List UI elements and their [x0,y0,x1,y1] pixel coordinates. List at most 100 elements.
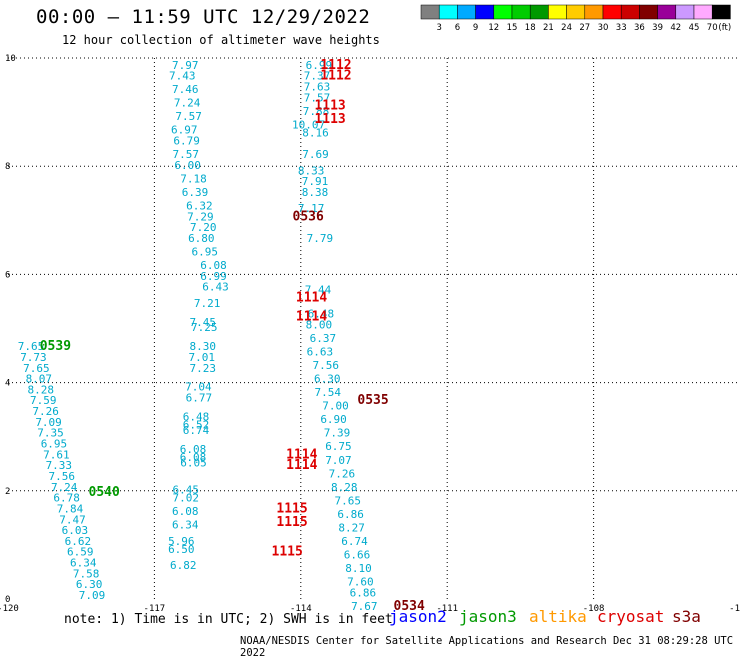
satellite-cryosat: cryosat [597,607,665,626]
legend-swatch [566,4,586,20]
legend-label: 70 [707,23,718,33]
satellite-jason3: jason3 [459,607,517,626]
wave-height-label: 6.08 [180,451,207,464]
legend-swatch [511,4,531,20]
page-title: 00:00 – 11:59 UTC 12/29/2022 [36,6,371,28]
axis-ticks: -120 -117 -114 -111 -108 -105 0 2 4 6 8 10 [0,54,740,614]
legend-swatch [420,4,440,20]
wave-height-label: 6.48 [183,410,210,423]
wave-height-label: 8.16 [302,126,329,139]
y-tick-label: 2 [5,487,10,497]
wave-height-label: 7.29 [187,210,214,223]
wave-height-label: 7.02 [172,492,199,505]
wave-height-label: 6.79 [173,135,200,148]
wave-height-label: 6.00 [174,159,201,172]
y-tick-label: 6 [5,270,10,280]
legend-label: 6 [455,23,460,33]
wave-height-label: 6.80 [188,232,215,245]
legend-swatch [711,4,731,20]
credit-line: NOAA/NESDIS Center for Satellite Applica… [240,635,734,659]
pass-time-labels: 1112111211131113053611141114053905351114… [40,58,425,614]
wave-height-label: 6.08 [180,443,207,456]
wave-height-label: 7.25 [191,321,218,334]
wave-height-label: 7.23 [190,362,217,375]
wave-height-label: 7.46 [172,83,199,96]
wave-height-label: 6.34 [70,557,97,570]
wave-height-label: 6.90 [320,413,347,426]
wave-height-label: 6.45 [172,484,199,497]
wave-height-label: 6.43 [202,281,229,294]
wave-height-label: 7.04 [185,381,212,394]
legend-swatch [693,4,713,20]
pass-time-label: 1115 [276,501,307,516]
wave-height-label: 7.09 [79,589,106,602]
legend-swatch [584,4,604,20]
pass-time-label: 0540 [89,485,120,500]
legend-label: 9 [473,23,478,33]
wave-height-label: 7.45 [190,316,217,329]
wave-height-label: 6.32 [186,199,213,212]
legend-label: 18 [525,23,536,33]
wave-height-label: 6.08 [172,505,199,518]
legend-swatch [657,4,677,20]
legend-label: 12 [488,23,499,33]
wave-height-label: 7.33 [46,459,73,472]
wave-height-label: 7.56 [313,359,340,372]
wave-height-label: 7.20 [190,221,217,234]
wave-height-label: 7.21 [194,297,221,310]
wave-height-label: 7.63 [304,80,331,93]
y-tick-label: 8 [5,162,10,172]
wave-height-label: 8.00 [306,319,333,332]
x-tick-label: -105 [729,604,740,614]
wave-height-label: 7.97 [172,59,199,72]
wave-height-label: 6.74 [183,424,210,437]
wave-height-label: 7.65 [18,340,45,353]
legend-label: 39 [652,23,663,33]
wave-height-label: 8.27 [338,521,365,534]
wave-height-label: 7.59 [30,394,57,407]
wave-height-label: 7.56 [49,470,75,483]
wave-height-label: 6.30 [314,373,341,386]
pass-time-label: 0536 [293,209,324,224]
satellite-altika: altika [529,607,587,626]
pass-time-label: 1113 [314,112,345,127]
wave-height-label: 7.57 [304,91,331,104]
wave-height-label: 7.39 [324,427,351,440]
wave-height-label: 7.84 [57,502,84,515]
wave-height-label: 7.69 [302,148,329,161]
wave-height-label: 6.97 [171,124,198,137]
legend-swatch [475,4,495,20]
wave-height-label: 8.10 [345,562,372,575]
legend-label: 15 [507,23,518,33]
legend-swatch [529,4,549,20]
legend-label: 36 [634,23,645,33]
wave-height-label: 7.26 [329,467,356,480]
y-tick-label: 4 [5,379,10,389]
y-tick-label: 10 [5,54,16,64]
wave-height-label: 7.54 [314,386,341,399]
legend-swatch [438,4,458,20]
wave-height-label: 6.77 [186,392,213,405]
legend-label: 3 [436,23,441,33]
wave-height-label: 6.50 [168,543,195,556]
x-tick-label: -114 [290,604,312,614]
wave-height-label: 6.99 [306,59,333,72]
wave-height-label: 6.03 [62,524,89,537]
wave-height-label: 6.39 [182,186,209,199]
wave-height-label: 7.37 [304,70,331,83]
wave-height-label: 7.43 [169,70,196,83]
wave-height-label: 6.34 [172,519,199,532]
wave-height-label: 6.95 [191,245,218,258]
wave-height-label: 7.07 [325,454,352,467]
wave-height-label: 7.73 [20,351,47,364]
wave-height-label: 6.08 [200,259,227,272]
wave-height-label: 7.01 [189,351,216,364]
legend-swatch [675,4,695,20]
chart-subtitle: 12 hour collection of altimeter wave hei… [62,33,380,47]
legend-swatch [457,4,476,20]
wave-height-label: 6.78 [53,492,80,505]
wave-height-label: 6.48 [308,308,335,321]
wave-height-label: 7.57 [175,110,202,123]
wave-height-label: 6.86 [350,586,377,599]
